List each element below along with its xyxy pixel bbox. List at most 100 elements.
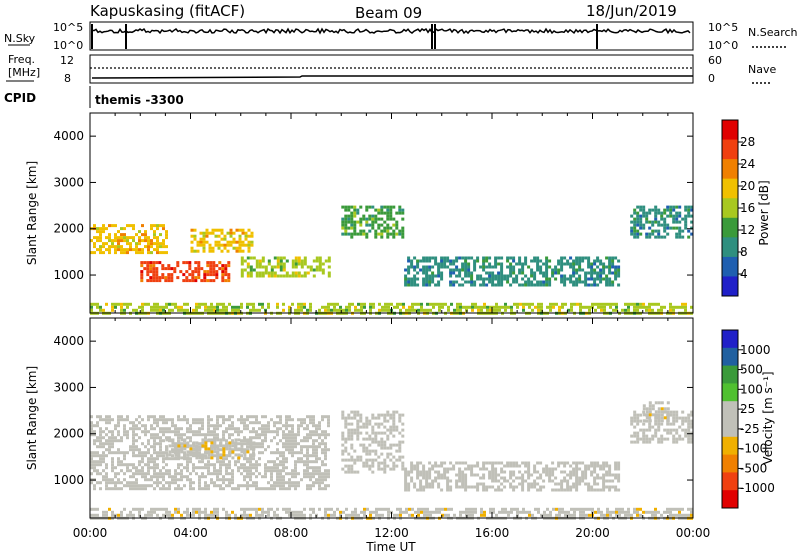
data-cell — [627, 510, 630, 514]
data-cell — [669, 305, 672, 309]
data-cell — [512, 464, 516, 468]
data-cell — [462, 305, 465, 309]
data-cell — [219, 448, 222, 452]
data-cell — [234, 427, 237, 431]
data-cell — [120, 439, 123, 443]
data-cell — [515, 464, 519, 468]
data-cell — [531, 302, 534, 306]
data-cell — [182, 279, 186, 283]
data-cell — [392, 461, 396, 465]
data-cell — [380, 452, 384, 456]
data-cell — [642, 211, 646, 215]
data-cell — [297, 305, 300, 309]
data-cell — [288, 507, 291, 511]
data-cell — [482, 467, 486, 471]
data-cell — [153, 242, 156, 246]
data-cell — [608, 473, 612, 477]
data-cell — [138, 448, 141, 452]
data-cell — [279, 451, 282, 455]
data-cell — [366, 507, 369, 511]
data-cell — [168, 484, 171, 488]
data-cell — [105, 227, 108, 231]
data-cell — [282, 487, 285, 491]
data-cell — [608, 271, 612, 275]
data-cell — [171, 444, 175, 448]
data-cell — [165, 430, 168, 434]
data-cell — [510, 510, 513, 514]
data-cell — [608, 259, 612, 263]
data-cell — [398, 443, 402, 447]
data-cell — [183, 438, 187, 442]
data-cell — [350, 464, 354, 468]
data-cell — [428, 485, 432, 489]
data-cell — [156, 466, 159, 470]
data-cell — [294, 308, 297, 312]
data-cell — [450, 507, 453, 511]
data-cell — [312, 481, 315, 485]
data-cell — [359, 425, 363, 429]
data-cell — [270, 466, 273, 470]
data-cell — [510, 507, 513, 511]
data-cell — [300, 308, 303, 312]
data-cell — [636, 214, 640, 218]
data-cell — [212, 273, 216, 277]
data-cell — [282, 469, 285, 473]
data-cell — [509, 470, 513, 474]
data-cell — [401, 455, 405, 459]
data-cell — [150, 433, 153, 437]
data-cell — [197, 270, 201, 274]
data-cell — [216, 421, 219, 425]
colorbar-swatch — [722, 401, 738, 420]
data-cell — [443, 473, 447, 477]
data-cell — [615, 513, 618, 517]
data-cell — [419, 461, 423, 465]
data-cell — [140, 264, 144, 268]
data-cell — [231, 308, 234, 312]
data-cell — [600, 513, 603, 517]
data-cell — [377, 416, 381, 420]
data-cell — [211, 231, 215, 235]
data-cell — [401, 208, 405, 212]
data-cell — [416, 488, 420, 492]
data-cell — [431, 277, 435, 281]
freq-trace — [91, 75, 693, 79]
data-cell — [102, 457, 105, 461]
data-cell — [206, 270, 210, 274]
data-cell — [117, 248, 120, 252]
data-cell — [633, 211, 637, 215]
data-cell — [327, 302, 330, 306]
data-cell — [135, 466, 138, 470]
data-cell — [488, 461, 492, 465]
data-cell — [602, 265, 606, 269]
data-cell — [617, 259, 621, 263]
data-cell — [327, 421, 330, 425]
data-cell — [534, 507, 537, 511]
data-cell — [407, 268, 411, 272]
data-cell — [380, 446, 384, 450]
data-cell — [282, 466, 285, 470]
data-cell — [590, 274, 594, 278]
data-cell — [506, 256, 510, 260]
data-cell — [545, 280, 549, 284]
data-cell — [503, 470, 507, 474]
data-cell — [234, 513, 237, 517]
data-cell — [126, 430, 129, 434]
data-cell — [207, 421, 210, 425]
data-cell — [605, 473, 609, 477]
data-cell — [627, 302, 630, 306]
data-cell — [324, 457, 327, 461]
data-cell — [617, 274, 621, 278]
data-cell — [608, 485, 612, 489]
data-cell — [509, 482, 513, 486]
data-cell — [365, 452, 369, 456]
data-cell — [584, 473, 588, 477]
data-cell — [174, 510, 177, 514]
data-cell — [297, 274, 301, 278]
data-cell — [687, 507, 690, 511]
data-cell — [207, 453, 211, 457]
nsky-label: N.Sky — [4, 32, 36, 45]
data-cell — [206, 273, 210, 277]
data-cell — [404, 485, 408, 489]
data-cell — [177, 418, 180, 422]
data-cell — [639, 437, 643, 441]
